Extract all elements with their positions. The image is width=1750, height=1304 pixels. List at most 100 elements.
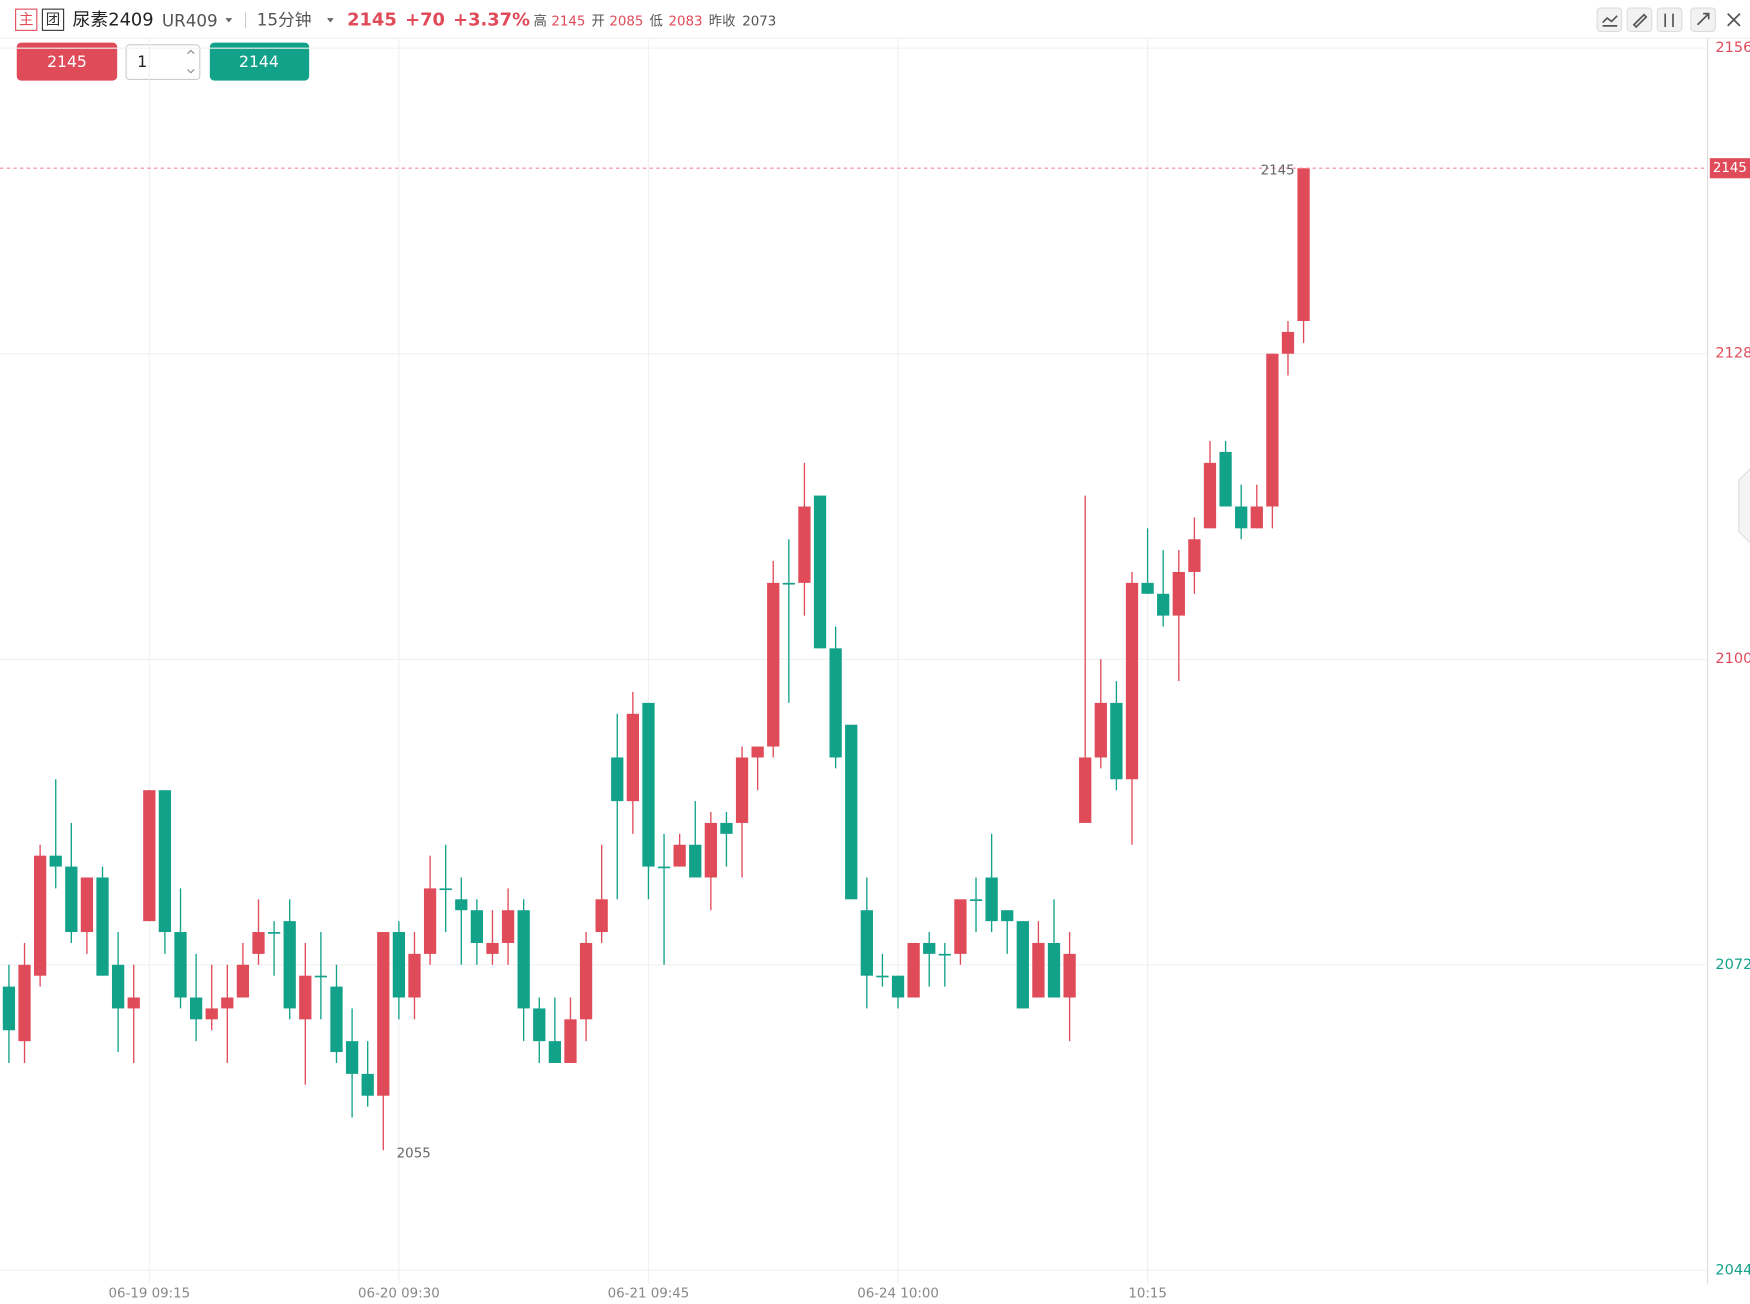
candle-body xyxy=(782,582,795,585)
candle-body xyxy=(1110,702,1123,780)
candle-body xyxy=(813,495,827,649)
candle-body xyxy=(18,964,31,1042)
candle-body xyxy=(377,932,390,1096)
candle-body xyxy=(595,899,608,933)
x-tick-label: 06-24 10:00 xyxy=(857,1287,939,1302)
candle-body xyxy=(517,910,530,1009)
candle-body xyxy=(1281,331,1295,354)
candle-body xyxy=(49,855,62,867)
candle-body xyxy=(392,932,406,998)
icon[interactable]: 团 xyxy=(46,12,61,28)
candle-body xyxy=(657,866,671,869)
symbol-name[interactable]: 尿素2409 xyxy=(73,9,154,30)
icon-box[interactable] xyxy=(15,8,38,31)
stat-label: 昨收 xyxy=(709,13,736,29)
x-tick-label: 10:15 xyxy=(1128,1287,1167,1302)
candle-body xyxy=(423,888,437,954)
tool-icon xyxy=(1602,15,1618,27)
x-tick-label: 06-21 09:45 xyxy=(608,1287,690,1302)
candle-body xyxy=(1079,757,1092,823)
candle-body xyxy=(221,997,234,1009)
candle-body xyxy=(969,899,983,901)
y-tick-label: 2044 xyxy=(1715,1262,1750,1278)
candle-body xyxy=(330,986,343,1053)
candle-body xyxy=(1063,953,1076,998)
candle-body xyxy=(579,942,593,1020)
tool-icons xyxy=(1602,12,1741,29)
tool-icon xyxy=(1632,13,1648,29)
icon[interactable]: 主 xyxy=(19,11,34,28)
last-price-label: 2145 xyxy=(1713,161,1747,176)
candle-body xyxy=(1157,593,1170,616)
candle-body xyxy=(1125,582,1139,780)
high-annotation: 2145 xyxy=(1261,163,1295,178)
candle-body xyxy=(408,953,421,998)
dropdown-arrow[interactable] xyxy=(327,18,334,23)
candle-body xyxy=(735,757,749,823)
change: +70 xyxy=(405,9,445,30)
candle-body xyxy=(954,899,967,954)
sell-button[interactable] xyxy=(16,42,118,81)
candle-body xyxy=(1172,571,1185,616)
quantity[interactable]: 1 xyxy=(137,53,147,71)
tool-icon xyxy=(1664,13,1674,28)
spinner[interactable] xyxy=(187,49,195,74)
candle-body xyxy=(860,910,873,976)
close-icon[interactable] xyxy=(1727,13,1741,27)
candle-body xyxy=(158,790,172,933)
candle-body xyxy=(985,877,998,922)
candle-body xyxy=(642,702,655,867)
tool-icon xyxy=(1696,12,1710,26)
candle-body xyxy=(1203,462,1217,529)
candle-body xyxy=(845,724,858,900)
candle-body xyxy=(345,1041,359,1074)
symbol-code[interactable]: UR409 xyxy=(162,10,218,30)
candle-body xyxy=(283,921,296,1009)
dropdown-arrow[interactable] xyxy=(225,18,233,23)
candle-body xyxy=(876,975,889,978)
candle-body xyxy=(1188,539,1201,572)
candle-body xyxy=(1250,506,1263,529)
stat-value: 2073 xyxy=(742,14,776,29)
candle-body xyxy=(80,877,94,933)
candle-body xyxy=(189,997,203,1020)
candle-body xyxy=(299,975,312,1020)
candle-body xyxy=(143,790,156,922)
candle-body xyxy=(689,844,702,878)
candle-body xyxy=(829,648,842,758)
y-tick-label: 2100 xyxy=(1715,651,1750,667)
x-tick-label: 06-20 09:30 xyxy=(358,1287,440,1302)
candle-body xyxy=(611,757,624,802)
period[interactable]: 15分钟 xyxy=(257,9,312,29)
candle-body xyxy=(1001,910,1014,922)
candle-body xyxy=(533,1008,546,1042)
buy-price[interactable]: 2144 xyxy=(239,53,279,71)
buy-button[interactable] xyxy=(209,42,310,81)
sell-price[interactable]: 2145 xyxy=(47,53,87,71)
candle-body xyxy=(907,942,920,998)
candle-body xyxy=(923,942,936,954)
y-tick-label: 2128 xyxy=(1715,346,1750,362)
candle-body xyxy=(174,932,187,998)
stat-label: 高 xyxy=(533,12,546,29)
candle-body xyxy=(1047,942,1061,998)
candle-body xyxy=(1219,451,1232,507)
stat-value: 2085 xyxy=(609,14,643,29)
change-pct: +3.37% xyxy=(453,9,530,30)
tool-button[interactable] xyxy=(1656,7,1683,33)
candle-body xyxy=(2,986,16,1031)
candle-body xyxy=(798,506,811,583)
candle-body xyxy=(1266,353,1279,507)
candle-body xyxy=(455,899,468,911)
candle-body xyxy=(267,932,281,934)
candle-body xyxy=(1141,582,1154,594)
stat-value: 2145 xyxy=(551,14,585,29)
side-tab[interactable] xyxy=(1738,468,1750,544)
candle-body xyxy=(767,582,780,747)
icon-box[interactable] xyxy=(41,8,65,31)
stat-label: 低 xyxy=(650,13,663,29)
quantity-input[interactable] xyxy=(125,44,201,81)
candle-body xyxy=(236,964,250,998)
